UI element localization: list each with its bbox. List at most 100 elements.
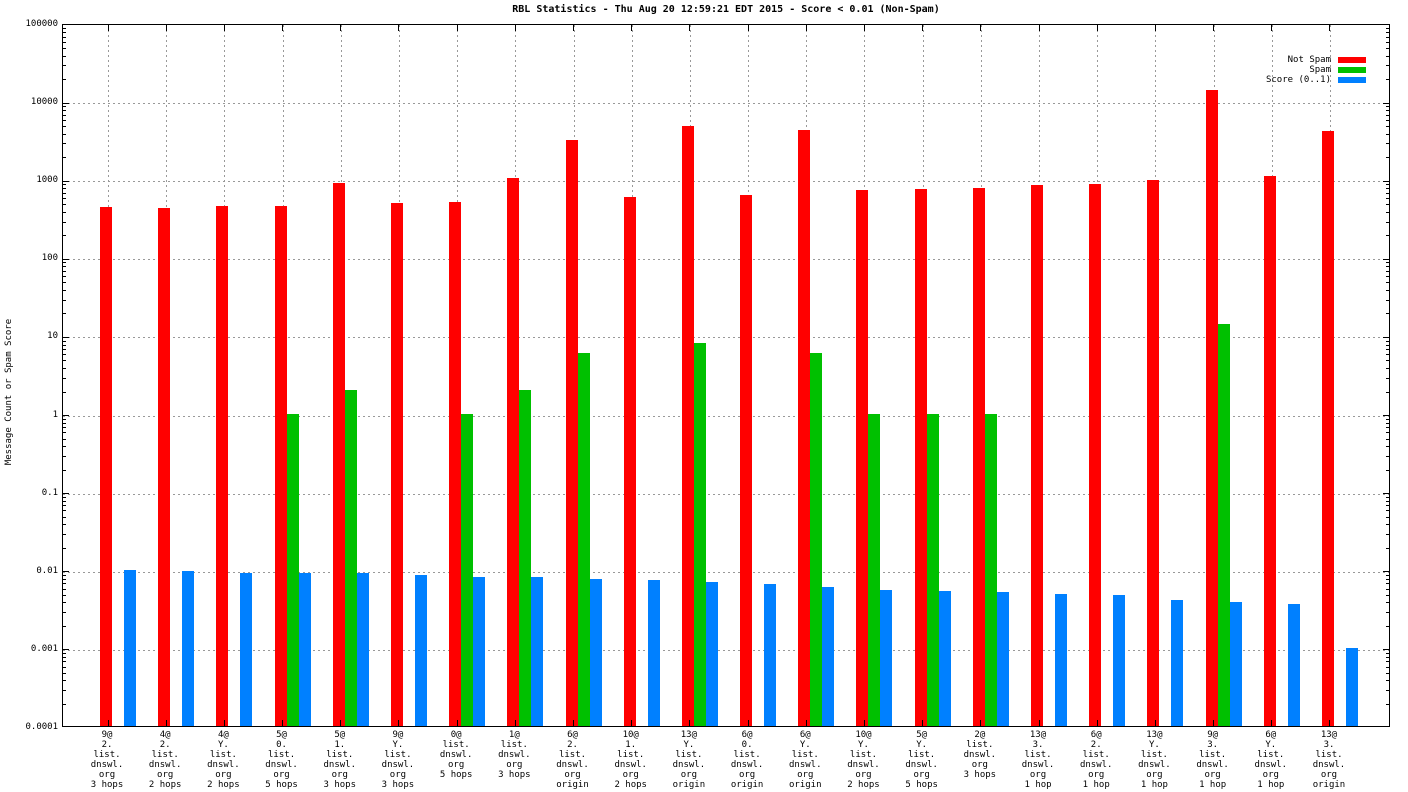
bar-not-spam — [740, 195, 753, 726]
bar-not-spam — [1031, 185, 1044, 726]
y-major-tick — [63, 649, 69, 651]
x-tick — [1038, 720, 1040, 726]
y-minor-tick — [63, 652, 66, 654]
y-minor-tick — [1386, 235, 1389, 237]
x-tick — [863, 25, 865, 31]
y-minor-tick — [1386, 703, 1389, 705]
x-tick — [573, 720, 575, 726]
y-minor-tick — [63, 270, 66, 272]
y-minor-tick — [1386, 114, 1389, 116]
y-minor-tick — [63, 41, 66, 43]
x-tick — [1213, 720, 1215, 726]
y-major-tick — [1383, 649, 1389, 651]
y-minor-tick — [63, 469, 66, 471]
y-minor-tick — [63, 188, 66, 190]
x-tick-label: 13@ Y. list. dnswl. org 1 hop — [1138, 730, 1171, 790]
legend-swatch-score — [1338, 77, 1366, 83]
y-minor-tick — [63, 354, 66, 356]
y-minor-tick — [1386, 282, 1389, 284]
y-minor-tick — [1386, 583, 1389, 585]
y-minor-tick — [1386, 438, 1389, 440]
bar-not-spam — [623, 197, 636, 726]
y-minor-tick — [63, 418, 66, 420]
y-minor-tick — [63, 524, 66, 526]
y-minor-tick — [1386, 574, 1389, 576]
bar-score — [705, 582, 718, 726]
bar-spam — [984, 413, 997, 726]
y-major-tick — [1383, 102, 1389, 104]
gridline-h — [63, 103, 1389, 105]
bar-score — [764, 583, 777, 726]
y-minor-tick — [63, 36, 66, 38]
y-minor-tick — [1386, 198, 1389, 200]
legend-label-score: Score (0..1) — [1265, 75, 1331, 85]
y-major-tick — [1383, 415, 1389, 417]
bar-score — [1287, 604, 1300, 726]
y-minor-tick — [1386, 270, 1389, 272]
y-minor-tick — [63, 126, 66, 128]
bar-not-spam — [100, 207, 112, 726]
legend-item-score: Score (0..1) — [1266, 75, 1366, 85]
y-minor-tick — [63, 661, 66, 663]
bar-score — [938, 590, 951, 726]
bar-score — [1229, 601, 1242, 726]
y-minor-tick — [63, 446, 66, 448]
y-minor-tick — [1386, 48, 1389, 49]
y-minor-tick — [63, 143, 66, 145]
y-minor-tick — [1386, 266, 1389, 268]
y-minor-tick — [63, 578, 66, 580]
y-minor-tick — [63, 266, 66, 268]
x-tick — [340, 720, 342, 726]
gridline-h — [63, 259, 1389, 261]
legend-label-not-spam: Not Spam — [1287, 55, 1331, 65]
y-major-tick — [63, 336, 69, 338]
bar-score — [1055, 593, 1068, 726]
gridline-h — [63, 649, 1389, 651]
y-minor-tick — [63, 282, 66, 284]
y-minor-tick — [1386, 547, 1389, 549]
bar-not-spam — [1147, 180, 1160, 726]
x-tick — [282, 720, 284, 726]
x-tick — [514, 720, 516, 726]
y-minor-tick — [63, 583, 66, 585]
y-minor-tick — [63, 422, 66, 424]
y-minor-tick — [1386, 455, 1389, 457]
gridline-h — [63, 181, 1389, 183]
x-tick — [1329, 25, 1331, 31]
y-minor-tick — [63, 438, 66, 440]
y-minor-tick — [63, 510, 66, 512]
y-minor-tick — [63, 262, 66, 264]
y-minor-tick — [1386, 143, 1389, 145]
y-minor-tick — [1386, 41, 1389, 43]
bar-not-spam — [449, 202, 462, 726]
bar-score — [473, 576, 486, 726]
y-minor-tick — [1386, 588, 1389, 590]
bar-spam — [810, 352, 823, 726]
bar-not-spam — [1263, 176, 1276, 726]
x-tick-label: 5@ 1. list. dnswl. org 3 hops — [323, 730, 356, 790]
x-tick-label: 6@ 0. list. dnswl. org origin — [730, 730, 764, 790]
x-tick-label: 6@ Y. list. dnswl. org 1 hop — [1254, 730, 1288, 790]
x-tick — [573, 25, 575, 31]
y-axis-label: Message Count or Spam Score — [4, 318, 14, 466]
bar-spam — [926, 413, 939, 726]
y-minor-tick — [1386, 126, 1389, 128]
y-minor-tick — [1386, 133, 1389, 135]
bar-not-spam — [565, 139, 578, 726]
bar-spam — [519, 390, 532, 726]
legend-item-not-spam: Not Spam — [1266, 55, 1366, 65]
x-tick-label: 6@ 2. list. dnswl. org 1 hop — [1079, 730, 1113, 790]
y-minor-tick — [63, 547, 66, 549]
y-minor-tick — [63, 79, 66, 81]
legend: Not Spam Spam Score (0..1) — [1266, 55, 1366, 85]
x-tick — [107, 25, 109, 31]
y-major-tick — [63, 258, 69, 260]
y-minor-tick — [63, 672, 66, 674]
y-minor-tick — [1386, 469, 1389, 471]
y-minor-tick — [63, 625, 66, 627]
plot-area: Not Spam Spam Score (0..1) — [62, 24, 1390, 727]
y-major-tick — [63, 571, 69, 573]
x-tick-label: 1@ list. dnswl. org 3 hops — [498, 730, 531, 780]
x-tick — [398, 25, 400, 31]
